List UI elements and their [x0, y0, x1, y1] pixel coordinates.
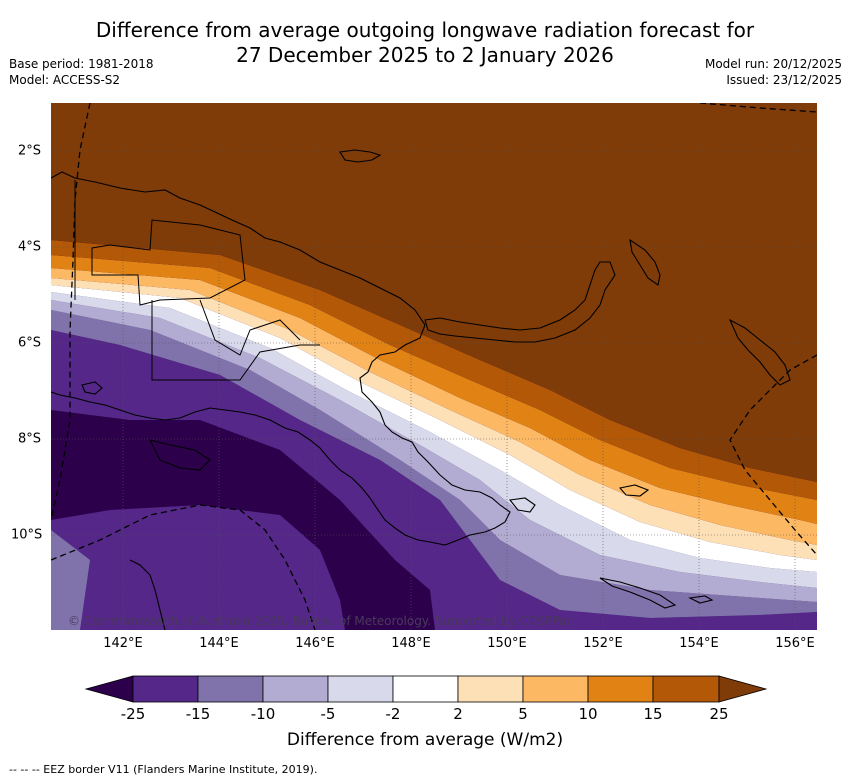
copyright-notice: © Commonwealth of Australia 2025, Bureau… — [68, 614, 573, 628]
colorbar-tick-p5: 5 — [518, 705, 528, 723]
field-m25-m15-sw — [51, 505, 345, 630]
lat-label-4s: 4°S — [18, 239, 42, 255]
eez-borders — [51, 103, 817, 630]
colorbar-seg-p5-10 — [522, 675, 589, 703]
new-ireland-coast — [629, 238, 661, 286]
colorbar-tick-p15: 15 — [643, 705, 663, 723]
eez-west — [51, 103, 91, 521]
lake-coast — [81, 381, 103, 395]
colorbar-seg-m25-m15 — [132, 675, 199, 703]
lat-label-10s: 10°S — [11, 527, 43, 543]
meta-left: Base period: 1981-2018 Model: ACCESS-S2 — [9, 56, 154, 88]
province-border-3 — [199, 299, 301, 356]
map-title: Difference from average outgoing longwav… — [0, 18, 850, 68]
colorbar-seg-p2-5 — [457, 675, 524, 703]
colorbar — [84, 675, 768, 703]
manus-coast — [339, 149, 382, 163]
colorbar-seg-m2-2 — [392, 675, 459, 703]
colorbar-tick-p2: 2 — [453, 705, 463, 723]
lat-label-6s: 6°S — [18, 335, 42, 351]
colorbar-seg-m10-m5 — [262, 675, 329, 703]
cape-york-coast — [129, 559, 166, 630]
bougainville-coast — [728, 318, 791, 386]
base-period: Base period: 1981-2018 — [9, 57, 154, 71]
issued-date: Issued: 23/12/2025 — [726, 73, 842, 87]
lon-label-148e: 148°E — [391, 636, 431, 651]
title-line-1: Difference from average outgoing longwav… — [95, 18, 755, 42]
eez-south — [51, 504, 316, 630]
model-name: Model: ACCESS-S2 — [9, 73, 121, 87]
colorbar-tick-m25: -25 — [120, 705, 146, 723]
field-p10-15 — [51, 255, 817, 524]
model-run: Model run: 20/12/2025 — [704, 57, 842, 71]
colorbar-seg-m5-m2 — [327, 675, 394, 703]
lon-label-146e: 146°E — [295, 636, 335, 651]
province-border-2 — [151, 300, 320, 381]
field-gt25 — [51, 103, 817, 482]
lon-label-144e: 144°E — [199, 636, 239, 651]
borders — [74, 180, 320, 381]
field-p5-10 — [51, 268, 817, 545]
field-m15-m10-sw — [51, 530, 90, 630]
anomaly-field — [51, 103, 817, 630]
colorbar-seg-m15-m10 — [197, 675, 264, 703]
lon-label-150e: 150°E — [487, 636, 527, 651]
new-britain-coast — [424, 261, 616, 343]
lon-label-152e: 152°E — [583, 636, 623, 651]
colorbar-tick-m2: -2 — [385, 705, 401, 723]
graticule — [51, 103, 817, 630]
eez-east — [729, 354, 817, 556]
rossel-coast — [688, 595, 714, 604]
colorbar-tick-m10: -10 — [250, 705, 276, 723]
colorbar-tick-p10: 10 — [578, 705, 598, 723]
torres-islands-coast — [148, 439, 211, 471]
lat-label-8s: 8°S — [18, 431, 42, 447]
lon-label-156e: 156°E — [775, 636, 815, 651]
colorbar-tick-m15: -15 — [185, 705, 211, 723]
new-guinea-coast — [51, 171, 511, 546]
eez-footnote: -- -- -- EEZ border V11 (Flanders Marine… — [9, 763, 318, 776]
province-border-1 — [91, 219, 246, 306]
lon-label-154e: 154°E — [679, 636, 719, 651]
colorbar-seg-p15-25 — [652, 675, 720, 703]
field-m5-m2 — [51, 292, 817, 588]
lon-label-142e: 142°E — [103, 636, 143, 651]
dentrecasteaux-coast — [508, 497, 536, 513]
title-line-2: 27 December 2025 to 2 January 2026 — [236, 43, 614, 67]
colorbar-arrow-max — [718, 675, 768, 703]
colorbar-tick-m5: -5 — [320, 705, 336, 723]
field-m15-m10 — [51, 310, 817, 618]
field-p15-25 — [51, 240, 817, 500]
eez-northeast — [699, 103, 817, 113]
louisiade-coast — [599, 577, 677, 609]
field-p2-5 — [51, 278, 817, 560]
coastlines — [51, 149, 791, 630]
colorbar-seg-p10-15 — [587, 675, 654, 703]
colorbar-tick-p25: 25 — [709, 705, 729, 723]
meta-right: Model run: 20/12/2025 Issued: 23/12/2025 — [705, 56, 842, 88]
field-m25-m15 — [51, 330, 817, 630]
colorbar-title: Difference from average (W/m2) — [286, 730, 564, 750]
field-m2-2 — [51, 285, 817, 572]
colorbar-arrow-min — [84, 675, 134, 703]
woodlark-coast — [618, 484, 650, 497]
lat-label-2s: 2°S — [18, 143, 42, 159]
